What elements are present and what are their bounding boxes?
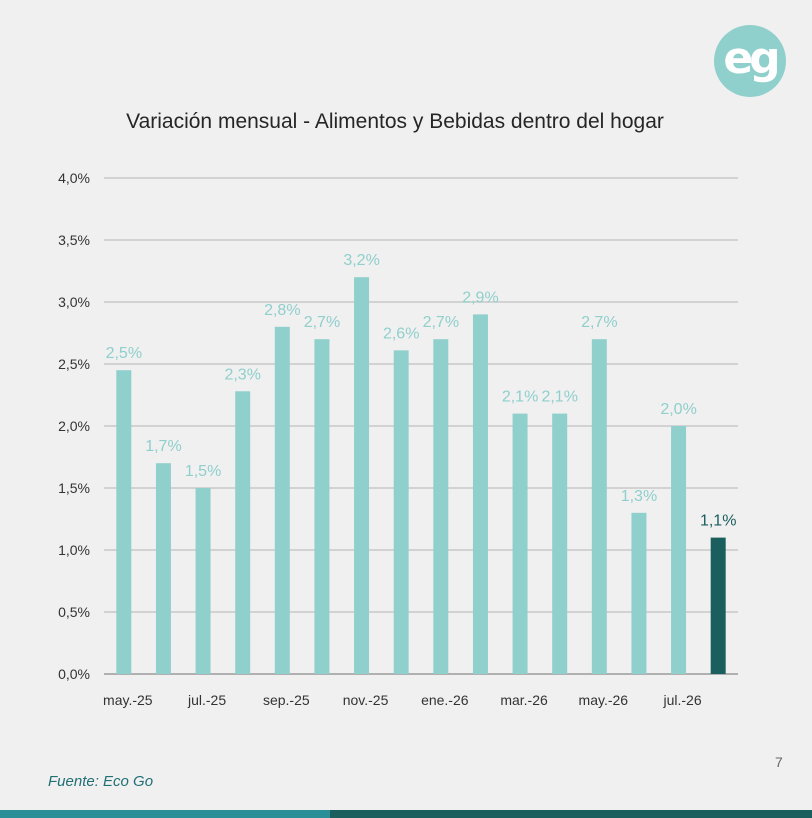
data-label: 2,1%: [502, 389, 538, 406]
bars: [116, 277, 726, 674]
bar-sep.-25: [274, 326, 290, 674]
data-label: 2,8%: [264, 302, 300, 319]
data-label: 1,1%: [700, 513, 736, 530]
data-label: 2,1%: [541, 389, 577, 406]
x-tick-label: may.-25: [103, 692, 153, 708]
x-tick-label: jul.-25: [187, 692, 226, 708]
bar-jul.-25: [195, 488, 211, 674]
data-labels: 2,5%1,7%1,5%2,3%2,8%2,7%3,2%2,6%2,7%2,9%…: [106, 252, 737, 529]
data-label: 2,7%: [581, 314, 617, 331]
bar-jul.-26: [671, 426, 687, 674]
data-label: 2,5%: [106, 345, 142, 362]
data-label: 2,6%: [383, 325, 419, 342]
data-label: 1,3%: [621, 488, 657, 505]
x-tick-label: jul.-26: [662, 692, 701, 708]
bar-ago.-25: [235, 391, 251, 674]
y-tick-label: 1,5%: [58, 480, 90, 496]
x-tick-label: ene.-26: [421, 692, 469, 708]
bar-mar.-26: [512, 413, 528, 674]
bar-nov.-25: [354, 277, 370, 674]
data-label: 2,3%: [224, 366, 260, 383]
bar-may.-25: [116, 370, 132, 674]
y-tick-label: 0,0%: [58, 666, 90, 682]
bar-abr.-26: [552, 413, 568, 674]
bar-may.-26: [591, 339, 607, 674]
data-label: 1,5%: [185, 463, 221, 480]
eco-go-logo: eg: [714, 25, 786, 97]
y-tick-label: 3,5%: [58, 232, 90, 248]
data-label: 2,7%: [423, 314, 459, 331]
y-tick-label: 3,0%: [58, 294, 90, 310]
data-label: 2,7%: [304, 314, 340, 331]
x-tick-label: mar.-26: [500, 692, 548, 708]
bar-ago.-26: [710, 537, 726, 674]
x-axis-ticks: may.-25 jul.-25 sep.-25 nov.-25 ene.-26 mar.-…: [103, 692, 702, 708]
data-label: 2,0%: [660, 401, 696, 418]
footer-bar-left: [0, 810, 330, 818]
bar-oct.-25: [314, 339, 330, 674]
x-tick-label: may.-26: [579, 692, 629, 708]
data-label: 3,2%: [343, 252, 379, 269]
y-tick-label: 0,5%: [58, 604, 90, 620]
y-tick-label: 2,0%: [58, 418, 90, 434]
bar-ene.-26: [433, 339, 449, 674]
bar-feb.-26: [472, 314, 488, 674]
x-tick-label: sep.-25: [263, 692, 310, 708]
bar-jun.-25: [155, 463, 171, 674]
logo-text: eg: [723, 32, 780, 84]
y-tick-label: 2,5%: [58, 356, 90, 372]
page-number: 7: [775, 754, 783, 770]
x-tick-label: nov.-25: [343, 692, 389, 708]
bar-dic.-25: [393, 350, 409, 674]
y-axis-ticks: 0,0% 0,5% 1,0% 1,5% 2,0% 2,5% 3,0% 3,5% 4,0%: [58, 170, 90, 682]
y-tick-label: 1,0%: [58, 542, 90, 558]
y-tick-label: 4,0%: [58, 170, 90, 186]
bar-jun.-26: [631, 512, 647, 674]
data-label: 2,9%: [462, 289, 498, 306]
footer-bar-right: [330, 810, 812, 818]
chart-title: Variación mensual - Alimentos y Bebidas …: [126, 110, 664, 133]
source-note: Fuente: Eco Go: [48, 773, 154, 790]
bar-chart: 0,0% 0,5% 1,0% 1,5% 2,0% 2,5% 3,0% 3,5% 4,0% 2,5…: [58, 170, 738, 708]
data-label: 1,7%: [145, 438, 181, 455]
